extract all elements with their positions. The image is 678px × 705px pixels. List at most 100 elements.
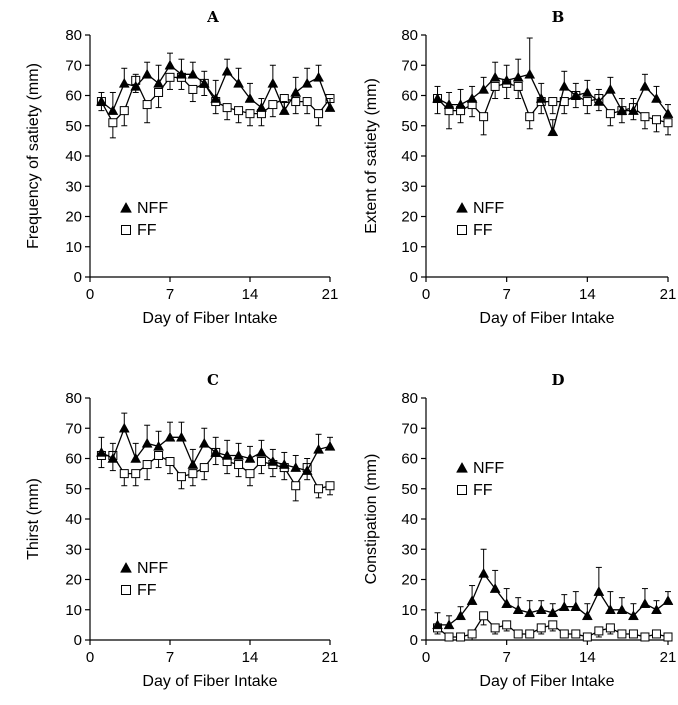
data-point (222, 103, 232, 113)
data-point (301, 77, 313, 88)
data-point (548, 97, 558, 107)
legend-marker (457, 225, 467, 235)
x-tick-label: 0 (422, 649, 430, 666)
data-point (640, 632, 650, 642)
data-point (153, 440, 164, 451)
y-tick-label: 40 (401, 511, 418, 528)
y-tick-label: 60 (401, 88, 418, 105)
y-tick-label: 0 (410, 632, 418, 649)
data-point (639, 80, 651, 91)
data-point (96, 446, 107, 457)
legend-label: FF (137, 222, 157, 239)
data-point (96, 96, 107, 106)
data-point (466, 595, 478, 605)
data-point (244, 93, 256, 103)
y-tick-label: 50 (401, 118, 418, 135)
data-point (489, 71, 501, 82)
data-point (234, 106, 244, 116)
data-point (432, 619, 443, 630)
panel-letter: A (206, 8, 219, 26)
series-ff (433, 611, 673, 642)
data-point (198, 437, 210, 448)
data-point (267, 456, 279, 466)
x-tick-label: 14 (579, 649, 596, 666)
data-point (154, 450, 164, 460)
data-point (291, 97, 301, 107)
data-point (432, 93, 443, 103)
data-point (142, 460, 152, 470)
panel-letter: C (207, 371, 219, 389)
data-point (605, 109, 615, 119)
x-axis-title: Day of Fiber Intake (142, 673, 277, 690)
data-point (628, 105, 639, 115)
data-point (107, 452, 119, 463)
y-tick-label: 20 (65, 572, 82, 589)
legend-label: NFF (473, 460, 504, 477)
data-point (456, 632, 466, 642)
data-point (301, 465, 313, 475)
data-point (559, 629, 569, 639)
data-point (199, 463, 209, 473)
y-tick-label: 60 (65, 451, 82, 468)
data-point (455, 99, 466, 109)
data-point (278, 459, 290, 469)
data-point (558, 80, 570, 91)
y-tick-label: 70 (65, 57, 82, 74)
x-tick-label: 21 (322, 649, 339, 666)
data-point (278, 105, 290, 115)
data-point (256, 446, 267, 457)
data-point (291, 481, 301, 491)
data-point (662, 595, 674, 605)
data-point (525, 629, 535, 639)
data-point (290, 462, 302, 472)
y-tick-label: 10 (401, 602, 418, 619)
data-point (605, 623, 615, 633)
data-point (130, 452, 142, 463)
data-point (604, 83, 616, 94)
data-point (131, 469, 141, 479)
legend-marker (121, 225, 131, 235)
x-tick-label: 7 (502, 649, 510, 666)
data-point (479, 112, 489, 122)
y-tick-label: 30 (65, 541, 82, 558)
series-nff (96, 52, 336, 115)
y-tick-label: 70 (401, 420, 418, 437)
y-tick-label: 50 (65, 481, 82, 498)
data-point (489, 583, 501, 593)
data-point (119, 106, 129, 116)
data-point (536, 623, 546, 633)
y-axis-title: Thirst (mm) (25, 478, 42, 560)
data-point (176, 472, 186, 482)
data-point (153, 77, 164, 88)
y-tick-label: 20 (65, 209, 82, 226)
data-point (221, 449, 233, 460)
y-tick-label: 0 (74, 269, 82, 286)
data-point (479, 611, 489, 621)
data-point (547, 126, 559, 137)
data-point (118, 422, 130, 433)
chart-panel-d: D 0 10 20 30 40 50 60 70 80 0 7 14 21 Day of Fiber Int… (363, 371, 676, 690)
y-axis-title: Constipation (mm) (363, 454, 380, 585)
data-point (501, 74, 513, 85)
data-point (616, 105, 628, 115)
data-point (164, 59, 176, 70)
data-point (513, 629, 523, 639)
y-tick-label: 30 (401, 178, 418, 195)
data-point (582, 97, 592, 107)
data-point (570, 89, 582, 100)
data-point (478, 567, 490, 578)
data-point (593, 586, 605, 596)
legend-label: FF (137, 582, 157, 599)
data-point (651, 115, 661, 125)
y-tick-label: 60 (65, 88, 82, 105)
data-point (651, 604, 662, 614)
y-tick-label: 70 (65, 420, 82, 437)
y-tick-label: 70 (401, 57, 418, 74)
data-point (548, 620, 558, 630)
legend-label: NFF (473, 200, 504, 217)
data-point (513, 81, 523, 91)
data-point (467, 629, 477, 639)
data-point (245, 469, 255, 479)
data-point (313, 443, 324, 454)
x-tick-label: 14 (579, 286, 596, 303)
